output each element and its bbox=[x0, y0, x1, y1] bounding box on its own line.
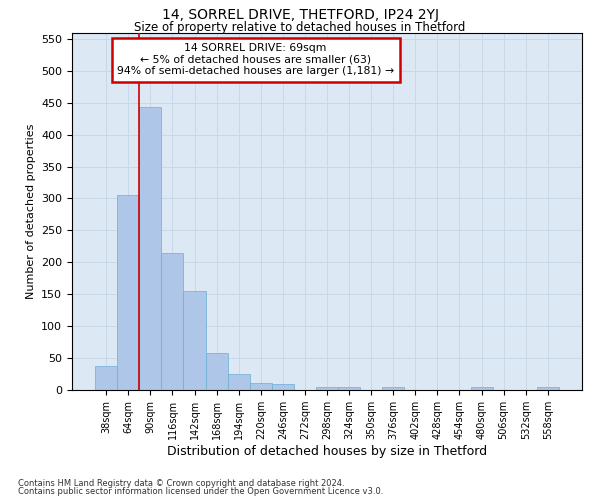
Text: Contains public sector information licensed under the Open Government Licence v3: Contains public sector information licen… bbox=[18, 487, 383, 496]
Text: 14, SORREL DRIVE, THETFORD, IP24 2YJ: 14, SORREL DRIVE, THETFORD, IP24 2YJ bbox=[161, 8, 439, 22]
Bar bbox=[227, 374, 250, 390]
Bar bbox=[316, 387, 338, 390]
Bar bbox=[206, 353, 227, 390]
Bar bbox=[250, 383, 272, 390]
Bar bbox=[338, 387, 360, 390]
Text: Contains HM Land Registry data © Crown copyright and database right 2024.: Contains HM Land Registry data © Crown c… bbox=[18, 478, 344, 488]
Bar bbox=[537, 387, 559, 390]
Bar bbox=[382, 387, 404, 390]
Bar bbox=[95, 366, 117, 390]
Bar bbox=[117, 196, 139, 390]
Text: Size of property relative to detached houses in Thetford: Size of property relative to detached ho… bbox=[134, 21, 466, 34]
Bar bbox=[184, 291, 206, 390]
Bar bbox=[161, 252, 184, 390]
X-axis label: Distribution of detached houses by size in Thetford: Distribution of detached houses by size … bbox=[167, 445, 487, 458]
Text: 14 SORREL DRIVE: 69sqm
← 5% of detached houses are smaller (63)
94% of semi-deta: 14 SORREL DRIVE: 69sqm ← 5% of detached … bbox=[117, 43, 394, 76]
Bar bbox=[470, 387, 493, 390]
Y-axis label: Number of detached properties: Number of detached properties bbox=[26, 124, 35, 299]
Bar bbox=[272, 384, 294, 390]
Bar bbox=[139, 107, 161, 390]
